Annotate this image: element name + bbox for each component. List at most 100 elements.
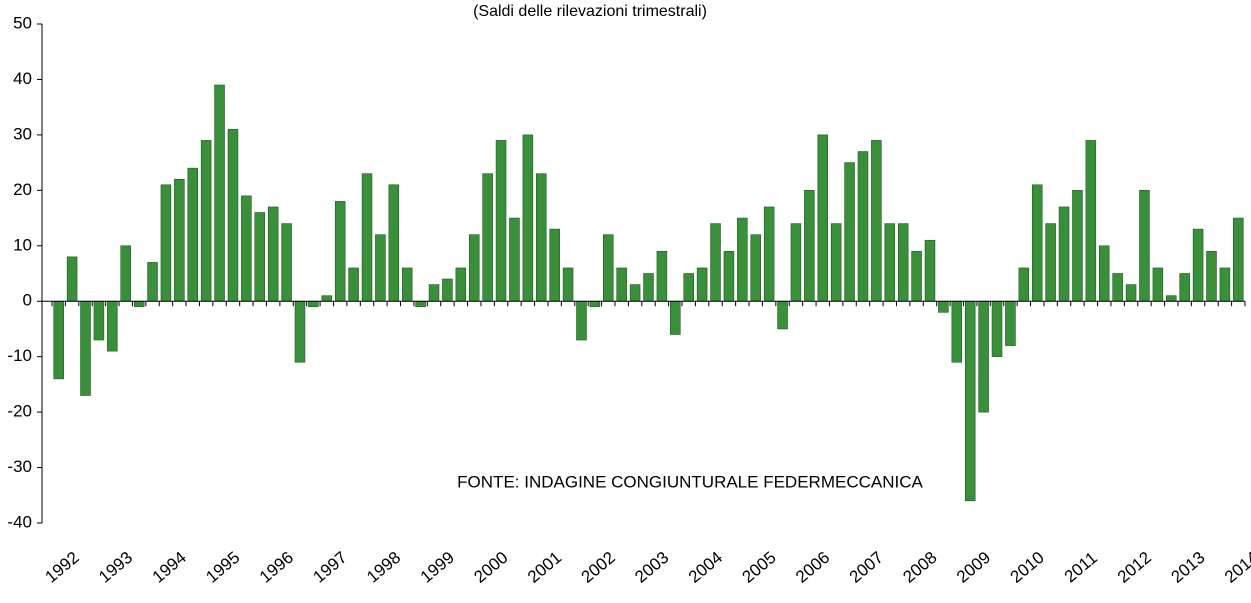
bar (643, 273, 654, 302)
bar (1085, 140, 1097, 302)
bar (857, 151, 869, 302)
bar (549, 228, 560, 302)
bar (53, 300, 64, 380)
bar (616, 267, 627, 302)
x-tick-label: 2014 (1221, 548, 1251, 587)
y-tick-label: -10 (7, 346, 32, 365)
bar (804, 190, 815, 302)
x-tick-label: 2007 (846, 548, 887, 587)
bar (361, 173, 373, 302)
bar (455, 267, 467, 302)
x-tick-label: 2005 (738, 548, 779, 587)
bar (1112, 273, 1123, 302)
bar (254, 212, 266, 302)
bar (1192, 228, 1204, 302)
x-tick-label: 2000 (470, 548, 511, 587)
bar (562, 267, 574, 302)
bar (388, 184, 400, 302)
x-tick-label: 1992 (41, 548, 82, 587)
bar (482, 173, 493, 302)
bar (495, 140, 507, 302)
x-tick-label: 2006 (792, 548, 833, 587)
bar (964, 300, 976, 502)
bar (160, 184, 172, 302)
bar (1031, 184, 1043, 302)
y-tick-label: 20 (13, 180, 32, 199)
bar (897, 223, 909, 302)
bar (200, 140, 212, 302)
bar (737, 217, 748, 302)
bar (589, 300, 601, 308)
bar (1098, 245, 1110, 302)
bar (348, 267, 359, 302)
bar (938, 300, 949, 313)
bar (174, 178, 185, 302)
bar (415, 300, 426, 308)
bar (629, 284, 641, 302)
bar (603, 234, 614, 302)
bar (790, 223, 802, 302)
x-tick-label: 1996 (256, 548, 297, 587)
bar (844, 162, 855, 302)
bar (66, 256, 78, 302)
bar (1219, 267, 1231, 302)
y-tick-label: 10 (13, 235, 32, 254)
bar (442, 278, 453, 302)
bar (294, 300, 306, 363)
y-tick-label: -30 (7, 457, 32, 476)
bar (951, 300, 963, 363)
x-tick-label: 2011 (1061, 548, 1101, 586)
x-tick-label: 1998 (363, 548, 404, 587)
bar (281, 223, 292, 302)
bar (750, 234, 761, 302)
bar (1233, 217, 1244, 302)
bar (1005, 300, 1016, 346)
x-tick-label: 2003 (631, 548, 672, 587)
bar (107, 300, 118, 352)
x-tick-label: 1997 (310, 548, 351, 587)
bar (763, 206, 775, 302)
bar (147, 262, 158, 302)
y-tick-label: 40 (13, 69, 32, 88)
bar (871, 140, 882, 302)
bar (1206, 251, 1217, 302)
bar (428, 284, 440, 302)
bar (308, 300, 319, 308)
annotation: FONTE: INDAGINE CONGIUNTURALE FEDERMECCA… (457, 472, 923, 491)
x-tick-label: 1999 (417, 548, 458, 587)
bar (80, 300, 91, 396)
bar (401, 267, 413, 302)
bar (227, 129, 239, 302)
bar (911, 251, 922, 302)
bar (509, 217, 520, 302)
bar (536, 173, 547, 302)
bar (710, 223, 721, 302)
bar (576, 300, 587, 341)
bar (978, 300, 989, 413)
x-tick-label: 1993 (95, 548, 136, 587)
bar (817, 134, 829, 302)
x-tick-label: 2008 (899, 548, 940, 587)
bar (683, 273, 694, 302)
bar (375, 234, 386, 302)
bar (321, 295, 333, 302)
x-tick-label: 1994 (149, 548, 190, 587)
bar (214, 84, 225, 302)
bar (924, 239, 936, 302)
x-tick-label: 1995 (202, 548, 243, 587)
x-tick-label: 2002 (578, 548, 619, 587)
bar (777, 300, 788, 330)
bar (1125, 284, 1137, 302)
bar (1166, 295, 1177, 302)
bar (468, 234, 480, 302)
bar (723, 251, 735, 302)
chart-subtitle: (Saldi delle rilevazioni trimestrali) (473, 3, 707, 20)
bar (334, 201, 346, 302)
x-tick-label: 2012 (1114, 548, 1155, 587)
x-tick-label: 2009 (953, 548, 994, 587)
bar (1152, 267, 1164, 302)
y-tick-label: 50 (13, 13, 32, 32)
y-tick-label: -40 (7, 512, 32, 531)
bar (1045, 223, 1056, 302)
